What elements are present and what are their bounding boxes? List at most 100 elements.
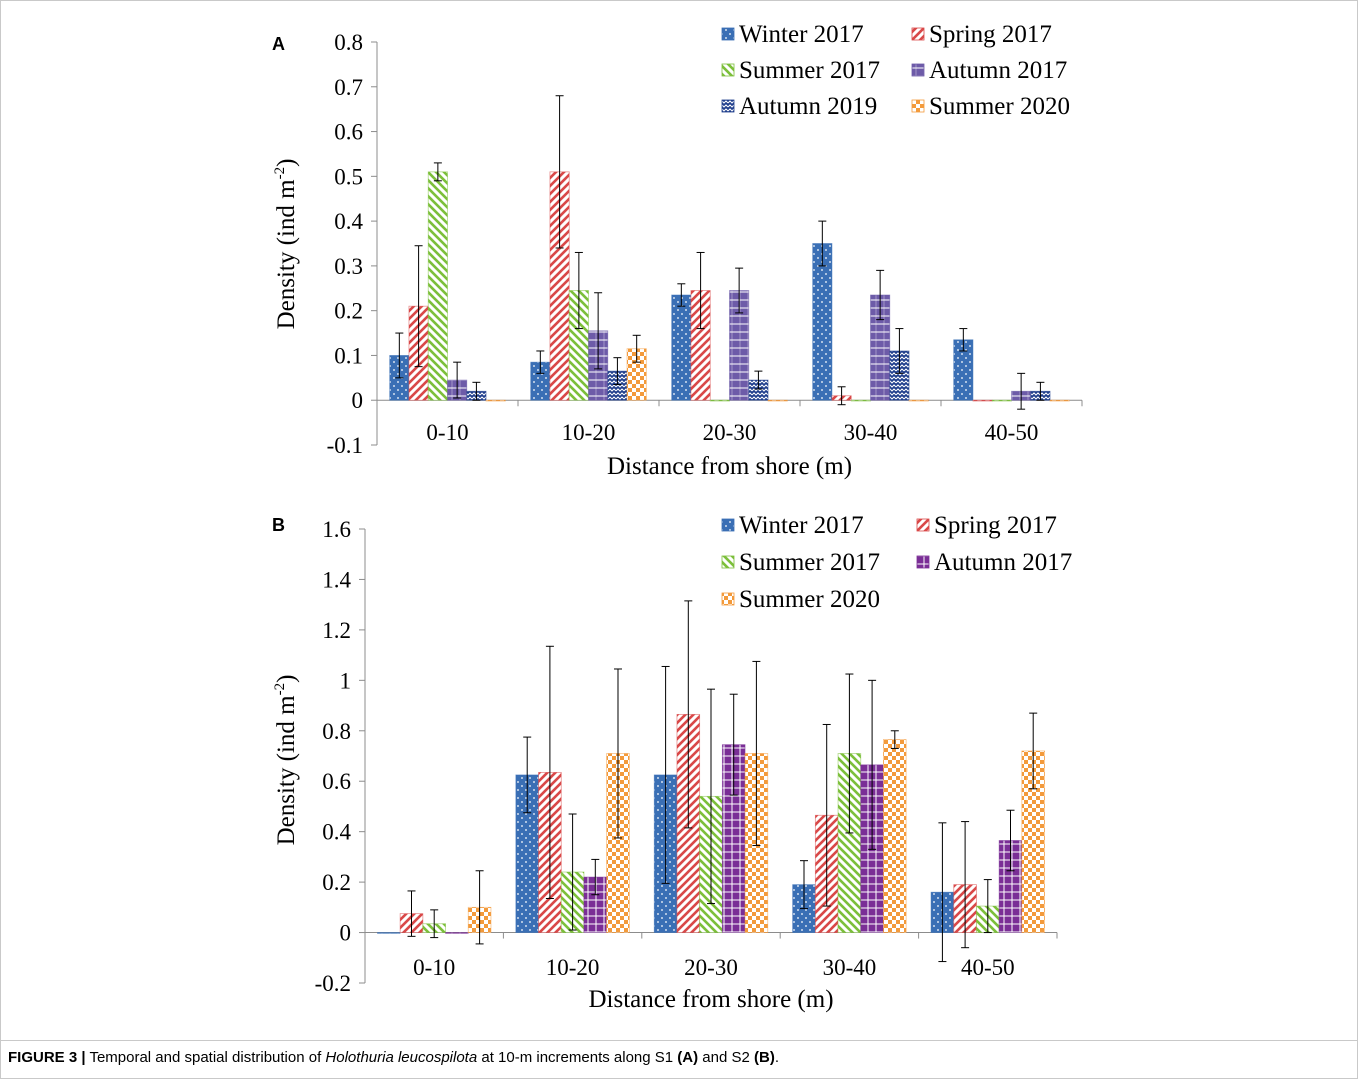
panel-a-error-bar [754, 370, 763, 390]
panel-b-error-bar [729, 693, 738, 796]
panel-a-error-bar [735, 267, 744, 314]
panel-b-y-tick-label: 1 [340, 668, 352, 693]
panel-b-legend-item-summer-2017: Summer 2017 [721, 549, 880, 576]
panel-a-series-autumn-2019 [466, 328, 1051, 401]
panel-b-error-bar [545, 645, 554, 900]
panel-b-y-tick-label: 1.6 [322, 517, 351, 542]
panel-b-y-axis-label-main: Density (ind m [273, 695, 300, 846]
panel-b-y-tick-label: 0.2 [322, 870, 351, 895]
panel-a-category-label: 10-20 [562, 420, 616, 445]
panel-a-bar-summer-2020-30-40 [908, 399, 929, 402]
panel-b-category-label: 30-40 [823, 955, 877, 980]
panel-a-error-bar [613, 357, 622, 386]
panel-b-y-axis-label: Density (ind m-2) [272, 675, 300, 846]
panel-a-letter: A [272, 34, 285, 54]
panel-a-legend-swatch [721, 63, 735, 77]
panel-a-category-label: 40-50 [985, 420, 1039, 445]
panel-a-error-bar [555, 95, 564, 249]
panel-a-y-axis-label: Density (ind m-2) [272, 159, 300, 330]
panel-a-legend-swatch [721, 27, 735, 41]
panel-a-series-winter-2017 [389, 220, 974, 401]
panel-b-series-summer-2020 [467, 660, 1045, 945]
panel-a-error-bar [876, 269, 885, 321]
panel-a-series-autumn-2017 [447, 267, 1032, 410]
panel-a-category-label: 0-10 [426, 420, 468, 445]
panel-b-category-label: 20-30 [684, 955, 738, 980]
panel-a-error-bar [594, 292, 603, 370]
panel-b-series-spring-2017 [399, 600, 977, 949]
panel-a-legend-item-autumn-2017: Autumn 2017 [911, 57, 1067, 84]
panel-a-error-bar [574, 251, 583, 330]
panel-a-error-bar [1036, 381, 1045, 401]
panel-b-x-axis-label: Distance from shore (m) [588, 986, 833, 1013]
caption-text-3: and S2 [698, 1049, 755, 1066]
panel-a-category-label: 30-40 [844, 420, 898, 445]
panel-a-series-summer-2020 [485, 334, 1070, 402]
panel-b-error-bar [684, 600, 693, 829]
panel-a-legend-swatch [911, 99, 925, 113]
panel-b-legend-label: Summer 2020 [739, 586, 880, 613]
panel-a-legend-item-summer-2020: Summer 2020 [911, 93, 1070, 120]
panel-b-series-winter-2017 [377, 665, 955, 963]
panel-b-y-tick-label: -0.2 [315, 971, 351, 996]
panel-a-legend-label: Autumn 2019 [739, 93, 877, 120]
panel-a-bar-summer-2020-20-30 [767, 399, 788, 402]
panel-a-legend-label: Winter 2017 [739, 21, 864, 48]
panel-b-y-tick-label: 0 [340, 921, 352, 946]
panel-b-error-bar [430, 909, 439, 939]
panel-b-error-bar [752, 660, 761, 847]
panel-a-bar-summer-2020-40-50 [1049, 399, 1070, 402]
panel-b-y-tick-label: 1.4 [322, 567, 351, 592]
panel-b-error-bar [568, 813, 577, 931]
panel-b-error-bar [1006, 809, 1015, 872]
panel-a-bar-summer-2017-0-10 [427, 171, 448, 401]
panel-a-legend-label: Autumn 2017 [929, 57, 1067, 84]
panel-a-y-tick-label: 0 [352, 388, 364, 413]
caption-text-1: Temporal and spatial distribution of [85, 1049, 326, 1066]
caption-ref-b: (B) [754, 1049, 775, 1066]
panel-b-legend-item-summer-2020: Summer 2020 [721, 586, 880, 613]
panel-a-bar-summer-2017-20-30 [709, 399, 730, 402]
panel-a-y-tick-label: 0.1 [334, 343, 363, 368]
panel-b-legend-swatch [916, 518, 930, 532]
panel-a-error-bar [453, 361, 462, 399]
panel-a-bar-winter-2017-30-40 [812, 243, 833, 401]
panel-b-y-tick-label: 0.6 [322, 769, 351, 794]
panel-a-error-bar [433, 162, 442, 182]
panel-b-y-axis-label-tail: ) [273, 675, 300, 683]
panel-a-y-tick-label: 0.4 [334, 209, 363, 234]
panel-b-legend-swatch [721, 592, 735, 606]
panel-a-error-bar [632, 334, 641, 363]
panel-a-error-bar [536, 350, 545, 374]
chart-panel-a: A -0.1 0 0.1 0.2 0.3 0.4 0.5 0.6 0.7 0.8 0-10 10-20 2… [272, 21, 1083, 480]
caption-ref-a: (A) [677, 1049, 699, 1066]
panel-a-legend-swatch [911, 27, 925, 41]
chart-panel-b: B -0.2 0 0.2 0.4 0.6 0.8 1 1.2 1.4 1.6 0-10 10-20 20-… [272, 512, 1072, 1013]
figure-canvas: A -0.1 0 0.1 0.2 0.3 0.4 0.5 0.6 0.7 0.8 0-10 10-20 2… [272, 21, 1083, 1013]
panel-b-error-bar [707, 688, 715, 905]
panel-b-error-bar [1029, 712, 1038, 790]
panel-a-y-tick-label: 0.8 [334, 30, 363, 55]
panel-a-legend-label: Summer 2020 [929, 93, 1070, 120]
panel-b-y-tick-label: 0.4 [322, 820, 351, 845]
panel-b-error-bar [938, 822, 947, 963]
panel-b-legend-item-winter-2017: Winter 2017 [721, 512, 864, 539]
panel-a-legend-swatch [721, 99, 735, 113]
panel-a-error-bar [959, 328, 968, 352]
panel-b-error-bar [890, 730, 899, 749]
panel-a-legend-label: Summer 2017 [739, 57, 880, 84]
panel-a-y-tick-label: 0.5 [334, 164, 363, 189]
caption-text-2: at 10-m increments along S1 [477, 1049, 678, 1066]
panel-b-legend-label: Spring 2017 [934, 512, 1057, 539]
panel-b-error-bar [475, 870, 484, 945]
panel-a-series-spring-2017 [408, 95, 993, 406]
panel-a-error-bar [818, 220, 827, 267]
panel-b-category-label: 0-10 [413, 955, 455, 980]
panel-b-error-bar [983, 879, 992, 934]
panel-a-error-bar [837, 386, 846, 406]
panel-a-legend-item-summer-2017: Summer 2017 [721, 57, 880, 84]
panel-a-legend-swatch [911, 63, 925, 77]
panel-b-letter: B [272, 515, 285, 535]
panel-a-category-label: 20-30 [703, 420, 757, 445]
